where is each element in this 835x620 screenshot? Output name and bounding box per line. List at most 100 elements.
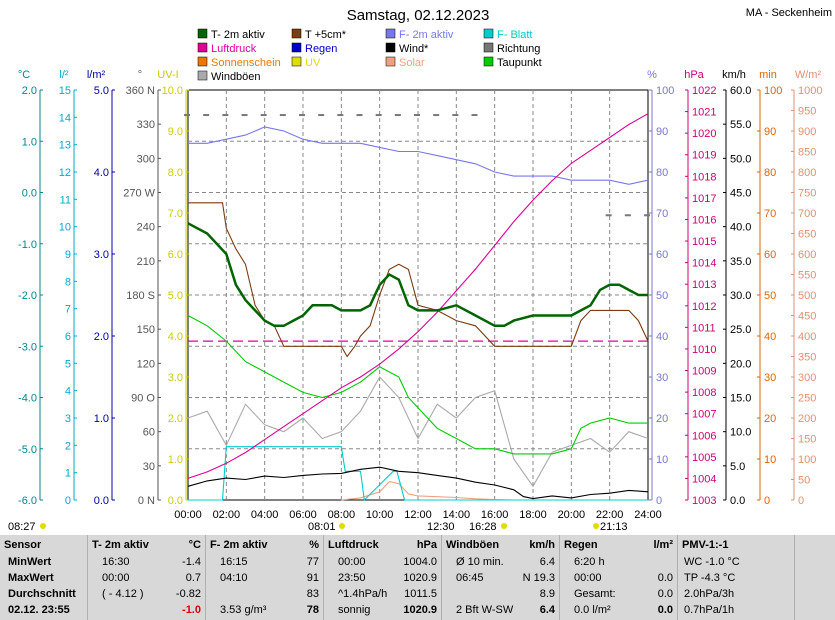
table-column: PMV-1:-1 WC -1.0 °C TP -4.3 °C 2.0hPa/3h 0.7… (678, 535, 795, 620)
tick-label: 15 (59, 85, 71, 97)
cell-label: Ø 10 min. (456, 556, 504, 568)
direction-mark (624, 214, 631, 217)
cell-label: 16:30 (102, 556, 130, 568)
table-row: 00:00 0.7 (92, 572, 201, 587)
cell-value: 91 (306, 572, 319, 584)
weather-chart: Samstag, 02.12.2023 MA - Seckenheim T- 2m … (8, 7, 832, 533)
tick-label: 1017 (692, 193, 716, 205)
series-line-windb-en (187, 376, 649, 488)
axis-unit: % (647, 69, 657, 81)
sunrise-label: 08:01 (308, 521, 336, 533)
tick-label: 50.0 (730, 153, 751, 165)
axis-unit: min (759, 69, 777, 81)
tick-label: 2.0 (94, 331, 109, 343)
tick-label: 1009 (692, 366, 716, 378)
tick-label: 1.0 (22, 136, 37, 148)
table-column: Windböen km/h Ø 10 min. 6.4 06:45 N 19.3 8.9 2 … (442, 535, 560, 620)
tick-label: 2 (65, 440, 71, 452)
cell-label: ( - 4.12 ) (102, 588, 144, 600)
time-tick-label: 22:00 (596, 509, 624, 521)
table-row: -1.0 (92, 604, 201, 619)
series-line-f-2m-aktiv (188, 126, 649, 185)
column-title: Luftdruck (328, 539, 379, 551)
tick-label: 1005 (692, 452, 716, 464)
legend-swatch (385, 56, 396, 67)
tick-label: 700 (798, 208, 816, 220)
cell-label: 0.0 l/m² (574, 604, 611, 616)
table-column: Regen l/m² 6:20 h 00:00 0.0 Gesamt: 0.0 0.0 l/m… (560, 535, 678, 620)
axis-unit: ° (138, 69, 142, 81)
direction-mark (299, 114, 305, 117)
cell-value: -0.82 (175, 588, 201, 600)
tick-label: 0 N (138, 495, 155, 507)
tick-label: 1003 (692, 495, 716, 507)
tick-label: 55.0 (730, 119, 751, 131)
series-line-t-5cm- (188, 202, 649, 358)
direction-mark (260, 114, 267, 117)
table-row: Gesamt: 0.0 (564, 588, 673, 603)
tick-label: 6 (65, 331, 71, 343)
column-unit: hPa (416, 539, 437, 551)
table-row: MinWert (4, 556, 83, 571)
tick-label: 1021 (692, 107, 716, 119)
tick-label: 360 N (126, 85, 155, 97)
legend-label: T- 2m aktiv (211, 29, 265, 41)
legend-swatch (385, 42, 396, 53)
tick-label: 9 (65, 249, 71, 261)
direction-mark (337, 114, 344, 117)
table-row: 16:15 77 (210, 556, 319, 571)
direction-mark (356, 114, 363, 117)
tick-label: 350 (798, 352, 816, 364)
legend-label: T +5cm* (305, 29, 347, 41)
tick-label: 1.0 (168, 454, 183, 466)
tick-label: 4.0 (94, 167, 109, 179)
table-column: T- 2m aktiv °C 16:30 -1.4 00:00 0.7 ( - 4.12 )… (88, 535, 206, 620)
tick-label: 3.0 (94, 249, 109, 261)
table-row: 23:50 1020.9 (328, 572, 437, 587)
tick-label: 14 (59, 112, 71, 124)
cell-value: 0.0 (657, 604, 673, 616)
tick-label: 40 (656, 331, 668, 343)
axis-unit: hPa (684, 69, 704, 81)
tick-label: 45.0 (730, 188, 751, 200)
cell-label: 00:00 (338, 556, 366, 568)
tick-label: 13 (59, 140, 71, 152)
cell-label: 23:50 (338, 572, 366, 584)
tick-label: 1007 (692, 409, 716, 421)
cell-label: Gesamt: (574, 588, 616, 600)
tick-label: 850 (798, 147, 816, 159)
table-row: MaxWert (4, 572, 83, 587)
tick-label: 300 (798, 372, 816, 384)
cell-label: 16:15 (220, 556, 248, 568)
tick-label: 20.0 (730, 358, 751, 370)
cell-label: MinWert (8, 556, 52, 568)
moonset-label: 21:13 (600, 521, 628, 533)
tick-label: 9.0 (168, 126, 183, 138)
tick-label: 20 (764, 413, 776, 425)
series-line-solar (341, 480, 514, 501)
legend-swatch (483, 56, 494, 67)
cell-value: 8.9 (539, 588, 555, 600)
direction-mark (452, 114, 459, 117)
legend-swatch (385, 28, 396, 39)
cell-label: 02.12. 23:55 (8, 604, 70, 616)
tick-label: 50 (798, 475, 810, 487)
time-tick-label: 02:00 (213, 509, 241, 521)
legend-label: Richtung (497, 43, 540, 55)
table-row: ( - 4.12 ) -0.82 (92, 588, 201, 603)
series-line-t-2m-aktiv (187, 222, 648, 328)
time-tick-label: 18:00 (519, 509, 547, 521)
tick-label: 4 (65, 386, 71, 398)
tick-label: 1004 (692, 473, 716, 485)
direction-mark (375, 114, 382, 117)
table-row: 02.12. 23:55 (4, 604, 83, 619)
tick-label: 100 (656, 85, 674, 97)
cell-label: TP -4.3 °C (684, 572, 736, 584)
column-unit: °C (188, 539, 201, 551)
cell-label: ^1.4hPa/h (338, 588, 388, 600)
time-tick-label: 20:00 (558, 509, 586, 521)
tick-label: 1000 (798, 85, 822, 97)
direction-mark (394, 114, 401, 117)
legend-label: Sonnenschein (211, 57, 281, 69)
tick-label: 150 (798, 434, 816, 446)
